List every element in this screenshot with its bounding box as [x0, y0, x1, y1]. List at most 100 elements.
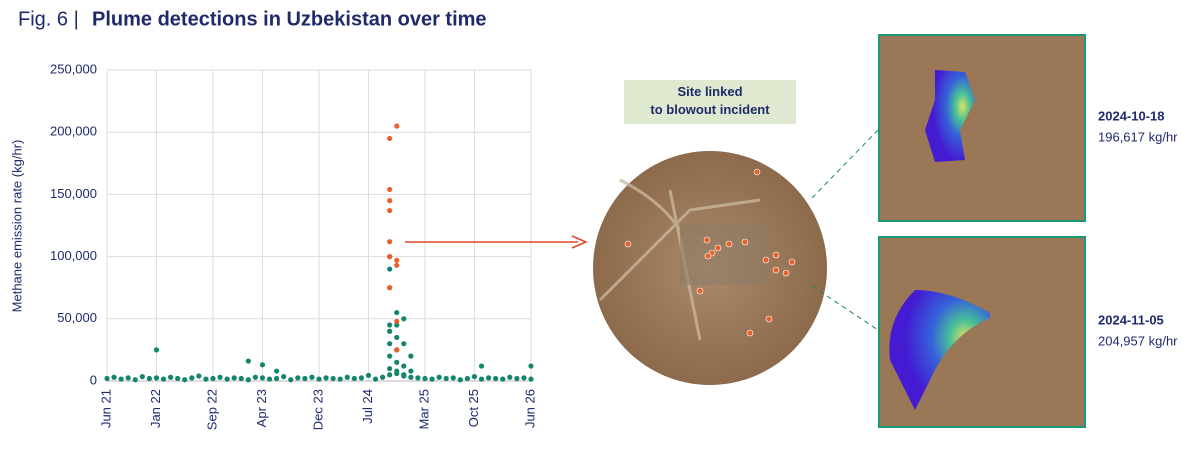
point: [528, 376, 534, 382]
plume: [889, 290, 990, 410]
point: [387, 353, 393, 359]
point: [281, 374, 287, 380]
inset-date: 2024-10-18: [1098, 108, 1165, 123]
point: [387, 322, 393, 328]
y-tick-label: 50,000: [57, 310, 97, 325]
callout-text: Site linked to blowout incident: [650, 84, 770, 117]
point: [238, 375, 244, 382]
point: [323, 375, 329, 381]
point: [387, 254, 393, 260]
point: [224, 376, 230, 382]
point: [387, 239, 393, 245]
point: [387, 285, 393, 291]
point: [394, 309, 400, 316]
point: [394, 262, 400, 268]
point: [351, 375, 357, 382]
point: [394, 322, 400, 328]
x-tick-label: Dec 23: [310, 389, 325, 430]
y-tick-label: 200,000: [50, 124, 97, 139]
x-tick-label: Mar 25: [416, 389, 431, 429]
point: [394, 347, 400, 353]
point: [387, 328, 393, 334]
point: [450, 375, 456, 381]
point: [189, 375, 195, 381]
point: [182, 377, 188, 383]
point: [245, 358, 251, 364]
x-tick-label: Oct 25: [466, 389, 481, 427]
connector: [811, 285, 879, 331]
site-image: [593, 151, 827, 385]
x-tick-label: Jun 26: [522, 389, 537, 428]
point: [408, 368, 414, 374]
point: [394, 334, 400, 341]
point: [436, 374, 442, 380]
arrow-head: [571, 235, 588, 249]
point: [344, 374, 350, 380]
point: [478, 376, 485, 382]
y-axis-label: Methane emission rate (kg/hr): [9, 140, 24, 313]
y-tick-label: 150,000: [50, 186, 97, 201]
x-tick-label: Jun 21: [98, 389, 113, 428]
point: [309, 374, 315, 380]
point: [387, 266, 393, 272]
point: [118, 376, 124, 382]
point: [330, 375, 336, 382]
point: [394, 318, 400, 324]
point: [394, 257, 400, 263]
point: [401, 372, 407, 378]
point: [387, 207, 393, 214]
point: [132, 377, 138, 383]
point: [104, 375, 110, 382]
point: [401, 341, 407, 347]
point: [274, 375, 280, 382]
plot-area: 0 50,000 100,000 150,000 200,000 250,000 Jun 2…: [50, 61, 537, 430]
inset-date: 2024-11-05: [1098, 312, 1164, 327]
point: [443, 375, 449, 382]
point: [521, 375, 527, 381]
point: [259, 375, 266, 381]
y-tick-label: 0: [90, 372, 97, 387]
point: [259, 362, 266, 368]
point: [394, 368, 400, 374]
point: [464, 375, 470, 382]
point: [372, 376, 379, 382]
point: [153, 375, 160, 381]
point: [528, 363, 534, 369]
point: [139, 374, 145, 380]
inset-image: [878, 34, 1086, 222]
point: [217, 374, 223, 380]
inset-rate: 204,957 kg/hr: [1098, 333, 1178, 348]
point: [471, 374, 478, 380]
x-tick-label: Sep 22: [204, 389, 219, 430]
point: [387, 198, 393, 204]
point: [274, 368, 280, 374]
site-points: [624, 168, 796, 337]
point: [493, 375, 499, 382]
point: [125, 375, 131, 381]
point: [422, 375, 428, 382]
title-prefix: Fig. 6 |: [18, 8, 79, 30]
y-tick-label: 250,000: [50, 61, 97, 76]
point: [160, 376, 167, 382]
connector: [811, 129, 879, 199]
point: [387, 365, 393, 372]
point: [429, 376, 435, 382]
point: [337, 376, 343, 382]
point: [111, 374, 117, 380]
x-tick-label: Jul 24: [360, 389, 375, 424]
point: [401, 316, 407, 322]
point: [196, 373, 202, 379]
callout-box: [624, 80, 796, 124]
point: [507, 374, 513, 380]
point: [500, 376, 506, 382]
inset-rate: 196,617 kg/hr: [1098, 129, 1178, 144]
point: [394, 123, 400, 129]
chart-title: Plume detections in Uzbekistan over time: [92, 8, 487, 30]
point: [478, 363, 485, 369]
point: [266, 376, 273, 382]
point: [380, 374, 386, 380]
plume: [925, 70, 975, 162]
point: [175, 375, 181, 382]
site-features: [598, 178, 770, 341]
